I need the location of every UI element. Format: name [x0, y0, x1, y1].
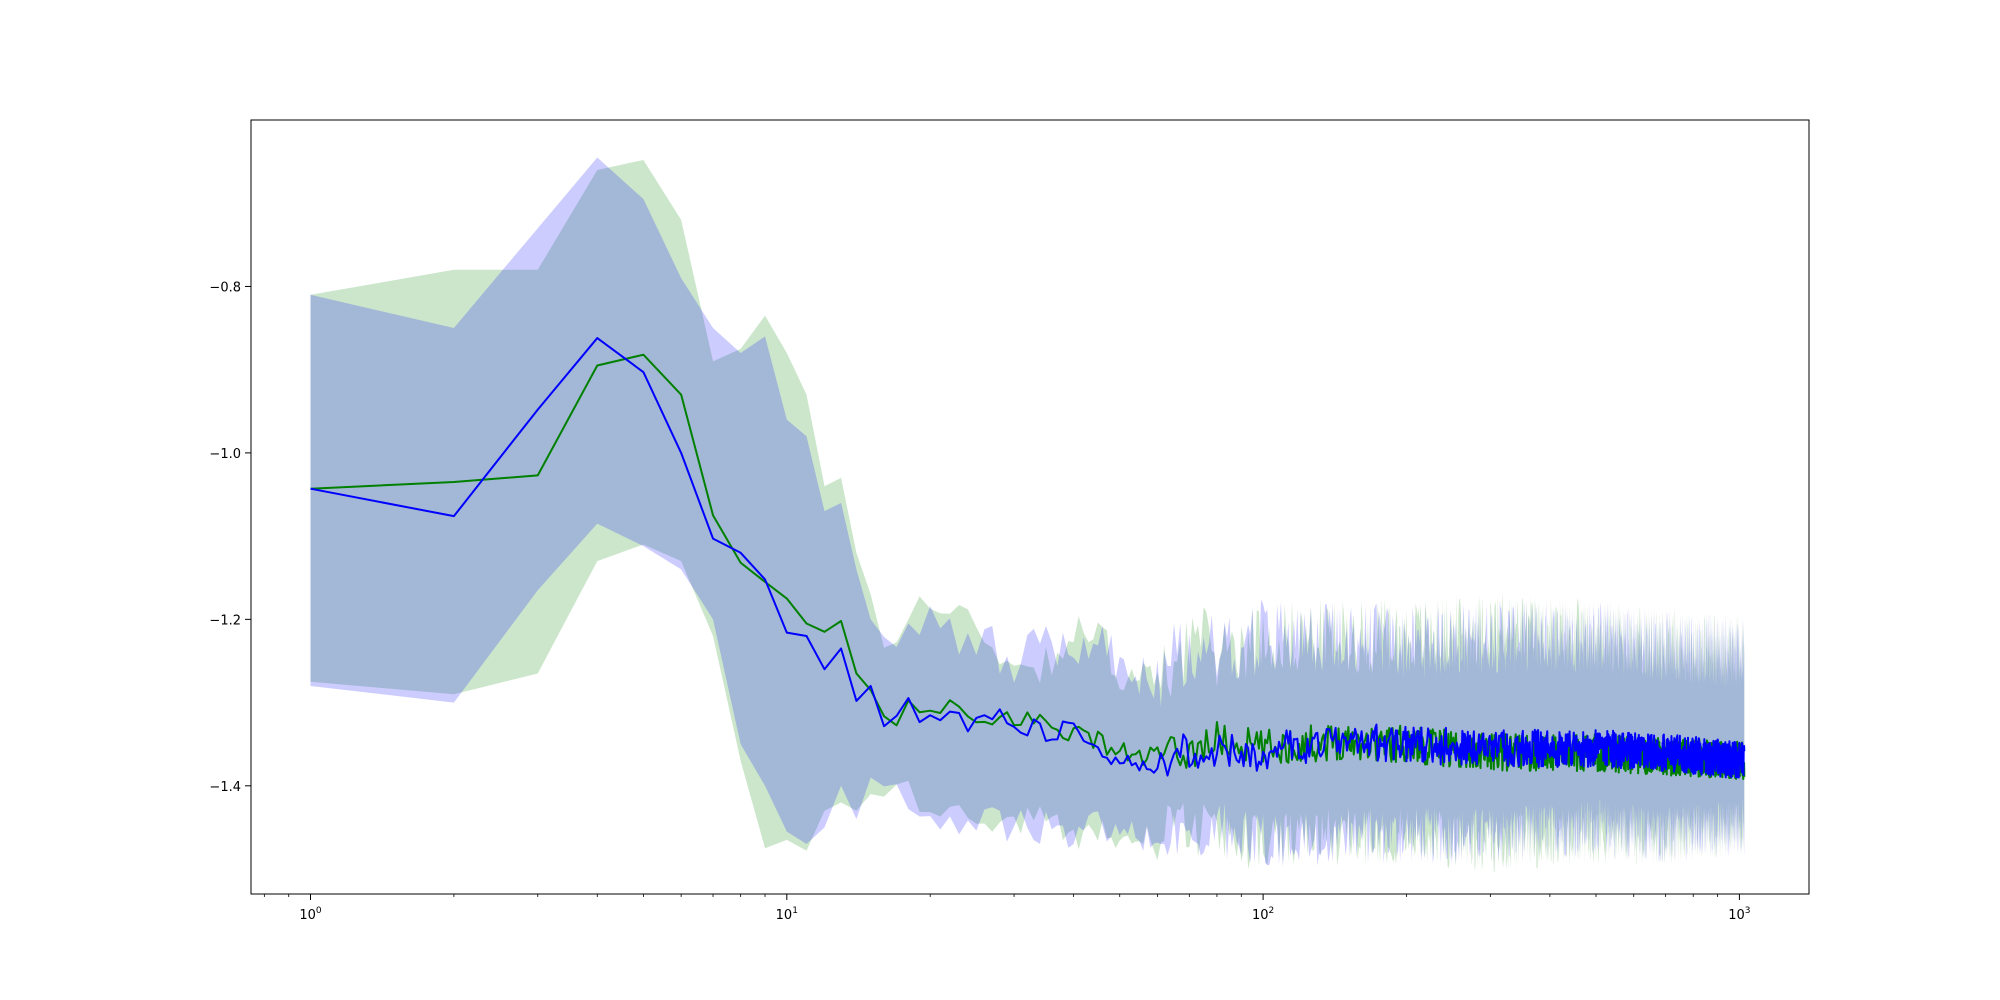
- series-2-line: [310, 337, 1746, 779]
- series-2-band: [310, 157, 1745, 867]
- plot-area: [310, 157, 1746, 873]
- axes-frame: [250, 119, 1810, 895]
- y-tick-label: −1.4: [209, 780, 241, 795]
- x-tick-label: 100: [299, 906, 322, 923]
- x-tick-label: 103: [1728, 906, 1750, 923]
- y-tick-label: −1.0: [209, 447, 241, 462]
- y-tick-label: −1.2: [209, 613, 241, 628]
- series-1-band: [310, 159, 1745, 873]
- x-tick-label: 102: [1252, 906, 1274, 923]
- x-axis: 100 101 102 103: [263, 894, 1751, 923]
- y-axis: −0.8 −1.0 −1.2 −1.4: [209, 280, 251, 795]
- y-tick-label: −0.8: [209, 280, 241, 295]
- x-tick-label: 101: [776, 906, 798, 923]
